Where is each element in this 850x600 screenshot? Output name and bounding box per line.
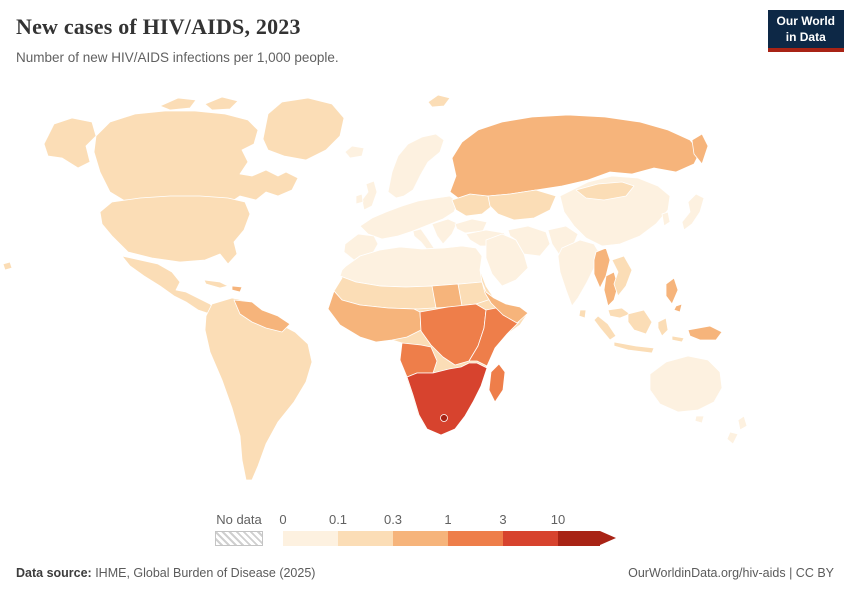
legend-tick-label: 3 — [499, 512, 507, 527]
region-iceland[interactable] — [344, 145, 365, 159]
legend-color-bar — [283, 531, 616, 546]
no-data-swatch[interactable] — [215, 531, 263, 546]
region-india[interactable] — [557, 239, 601, 307]
region-arabian-peninsula[interactable] — [485, 233, 529, 287]
map-legend: No data 0 0.1 0.3 1 3 10 — [215, 512, 616, 546]
owid-logo-line2: in Data — [785, 29, 826, 44]
region-russia[interactable] — [449, 114, 701, 199]
region-hawaii[interactable] — [2, 261, 13, 271]
region-malaysia[interactable] — [607, 307, 631, 319]
legend-segment[interactable] — [338, 531, 393, 546]
footer-source-text: IHME, Global Burden of Disease (2025) — [91, 566, 316, 580]
region-indochina[interactable] — [611, 255, 633, 297]
owid-logo-line1: Our World — [776, 14, 835, 28]
legend-scale: 0 0.1 0.3 1 3 10 — [279, 512, 616, 546]
region-hispaniola[interactable] — [231, 285, 243, 293]
legend-tick-label: 0.3 — [383, 512, 403, 527]
region-philippines[interactable] — [665, 277, 679, 305]
region-new-zealand-south[interactable] — [726, 431, 739, 445]
region-lesotho-eswatini[interactable] — [440, 414, 448, 422]
legend-tick-label: 0 — [279, 512, 287, 527]
region-kazakhstan-central-asia[interactable] — [487, 189, 557, 221]
region-madagascar[interactable] — [488, 363, 506, 403]
region-indonesia-java[interactable] — [613, 341, 655, 354]
region-japan[interactable] — [681, 193, 705, 231]
region-mongolia[interactable] — [575, 181, 635, 201]
region-indonesia-sulawesi[interactable] — [657, 317, 669, 337]
legend-segment[interactable] — [503, 531, 558, 546]
region-venezuela-guyanas[interactable] — [233, 299, 291, 333]
region-ireland[interactable] — [355, 193, 364, 205]
region-arctic-islands[interactable] — [204, 96, 239, 111]
world-map-svg — [2, 94, 748, 481]
region-tasmania[interactable] — [694, 415, 705, 424]
no-data-label: No data — [216, 512, 262, 527]
legend-segment[interactable] — [448, 531, 503, 546]
page-subtitle: Number of new HIV/AIDS infections per 1,… — [16, 50, 339, 65]
footer: Data source: IHME, Global Burden of Dise… — [0, 566, 850, 580]
region-south-america[interactable] — [204, 297, 313, 481]
legend-tick-row: 0 0.1 0.3 1 3 10 — [279, 512, 616, 528]
region-indonesia-east[interactable] — [671, 335, 685, 343]
region-scandinavia[interactable] — [387, 133, 445, 199]
region-southern-africa[interactable] — [406, 362, 488, 436]
legend-segment[interactable] — [283, 531, 338, 546]
region-chad[interactable] — [431, 283, 463, 309]
region-alaska[interactable] — [43, 117, 97, 169]
footer-credit[interactable]: OurWorldinData.org/hiv-aids | CC BY — [628, 566, 834, 580]
legend-segment[interactable] — [558, 531, 600, 546]
region-mexico-central-america[interactable] — [121, 255, 217, 315]
region-horn-of-africa[interactable] — [481, 281, 529, 324]
region-sri-lanka[interactable] — [578, 309, 587, 319]
region-indonesia-sumatra[interactable] — [593, 315, 617, 341]
region-arctic-islands[interactable] — [159, 97, 197, 111]
region-thailand[interactable] — [603, 271, 619, 307]
legend-no-data: No data — [215, 512, 263, 546]
page-title: New cases of HIV/AIDS, 2023 — [16, 14, 301, 39]
legend-tick-label: 1 — [444, 512, 452, 527]
region-new-zealand-north[interactable] — [737, 415, 748, 431]
legend-tick-label: 10 — [550, 512, 566, 527]
region-iran[interactable] — [507, 225, 551, 257]
region-korea[interactable] — [661, 211, 671, 227]
region-balkans-greece[interactable] — [431, 218, 458, 245]
region-united-kingdom[interactable] — [361, 180, 378, 211]
region-indonesia-borneo[interactable] — [627, 309, 653, 335]
legend-tick-label: 0.1 — [328, 512, 348, 527]
legend-segment[interactable] — [393, 531, 448, 546]
owid-logo[interactable]: Our World in Data — [767, 10, 844, 53]
region-greenland[interactable] — [262, 97, 345, 161]
region-papua-new-guinea[interactable] — [687, 325, 723, 341]
region-cuba[interactable] — [203, 279, 229, 289]
region-myanmar[interactable] — [593, 247, 611, 289]
world-choropleth-map — [0, 84, 850, 512]
region-usa[interactable] — [99, 195, 251, 265]
region-russia-kamchatka[interactable] — [691, 133, 709, 165]
footer-source: Data source: IHME, Global Burden of Dise… — [16, 566, 315, 580]
region-philippines-south[interactable] — [673, 303, 683, 313]
footer-source-label: Data source: — [16, 566, 92, 580]
region-australia[interactable] — [649, 355, 723, 413]
region-svalbard[interactable] — [427, 94, 451, 108]
region-angola[interactable] — [399, 342, 438, 378]
legend-arrow — [600, 531, 616, 545]
